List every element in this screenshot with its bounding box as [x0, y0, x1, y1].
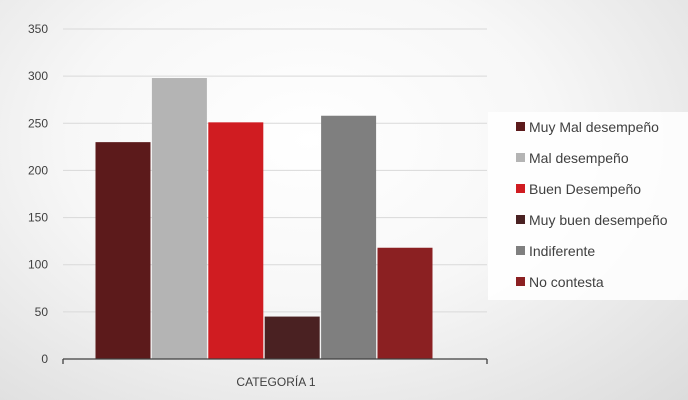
legend-swatch	[516, 122, 525, 131]
bar-3	[208, 122, 264, 359]
legend-swatch	[516, 246, 525, 255]
x-axis: CATEGORÍA 1	[62, 358, 488, 389]
legend-swatch	[516, 215, 525, 224]
y-tick-label: 100	[28, 258, 48, 272]
legend-label: Indiferente	[529, 243, 595, 259]
bar-6	[377, 247, 433, 359]
legend-label: No contesta	[529, 274, 604, 290]
y-tick-label: 350	[28, 22, 48, 36]
bar-5	[321, 115, 377, 359]
legend-label: Mal desempeño	[529, 150, 629, 166]
legend-label: Buen Desempeño	[529, 181, 641, 197]
legend-label: Muy Mal desempeño	[529, 119, 659, 135]
legend-swatch	[516, 184, 525, 193]
y-tick-label: 150	[28, 211, 48, 225]
bar-2	[151, 78, 207, 360]
x-category-label: CATEGORÍA 1	[236, 374, 315, 389]
bar-1	[95, 142, 151, 359]
y-tick-label: 0	[41, 352, 48, 366]
legend: Muy Mal desempeño Mal desempeño Buen Desem…	[516, 119, 668, 290]
y-tick-label: 50	[35, 305, 49, 319]
legend-label: Muy buen desempeño	[529, 212, 668, 228]
bars	[95, 78, 433, 360]
legend-swatch	[516, 153, 525, 162]
bar-4	[264, 316, 320, 359]
y-tick-label: 200	[28, 163, 48, 177]
y-tick-label: 250	[28, 116, 48, 130]
legend-background	[488, 112, 688, 300]
y-tick-label: 300	[28, 69, 48, 83]
legend-swatch	[516, 277, 525, 286]
y-axis: 0 50 100 150 200 250 300 350	[28, 22, 48, 366]
